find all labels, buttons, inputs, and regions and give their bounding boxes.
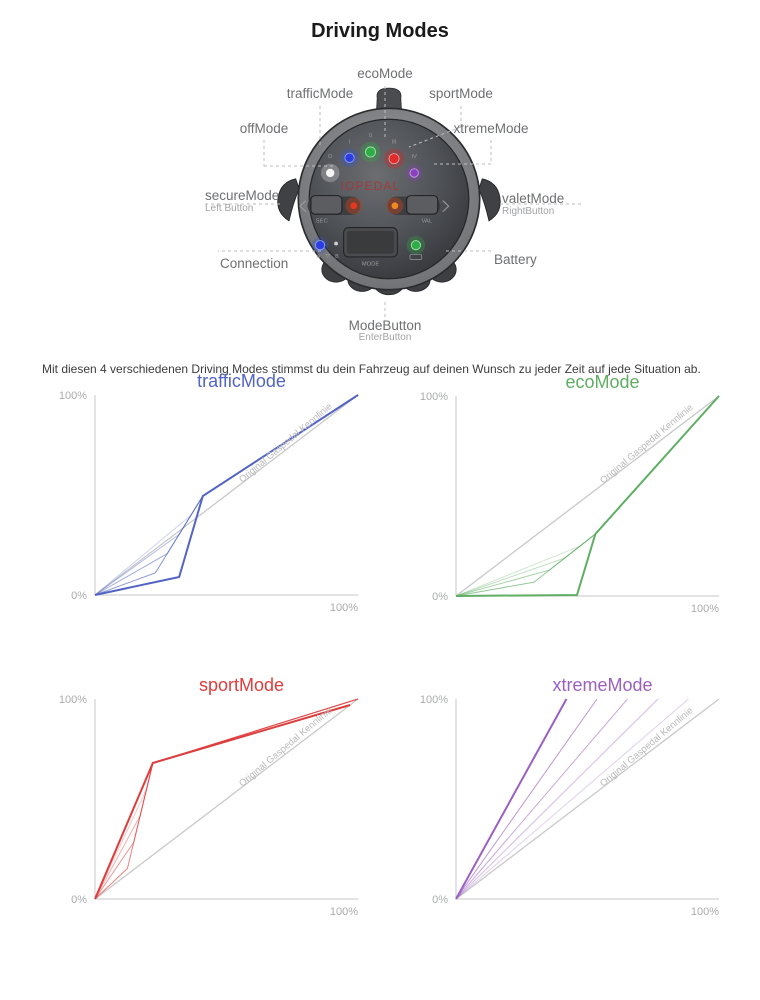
svg-text:0%: 0% [432,894,448,906]
svg-text:Original Gaspedal Kennlinie: Original Gaspedal Kennlinie [237,401,334,485]
svg-text:Original Gaspedal Kennlinie: Original Gaspedal Kennlinie [237,705,334,789]
svg-text:trafficMode: trafficMode [197,371,286,391]
svg-text:100%: 100% [691,603,719,615]
svg-text:100%: 100% [59,694,87,706]
svg-text:100%: 100% [691,906,719,918]
svg-text:xtremeMode: xtremeMode [552,675,652,695]
svg-text:0%: 0% [71,590,87,602]
svg-text:0%: 0% [71,894,87,906]
svg-text:Original Gaspedal Kennlinie: Original Gaspedal Kennlinie [598,705,695,789]
svg-text:ecoMode: ecoMode [565,372,639,392]
svg-text:sportMode: sportMode [199,675,284,695]
svg-text:0%: 0% [432,591,448,603]
svg-text:100%: 100% [420,694,448,706]
svg-text:100%: 100% [420,391,448,403]
svg-text:100%: 100% [330,906,358,918]
svg-text:Original Gaspedal Kennlinie: Original Gaspedal Kennlinie [598,402,695,486]
svg-text:100%: 100% [330,602,358,614]
svg-text:100%: 100% [59,390,87,402]
